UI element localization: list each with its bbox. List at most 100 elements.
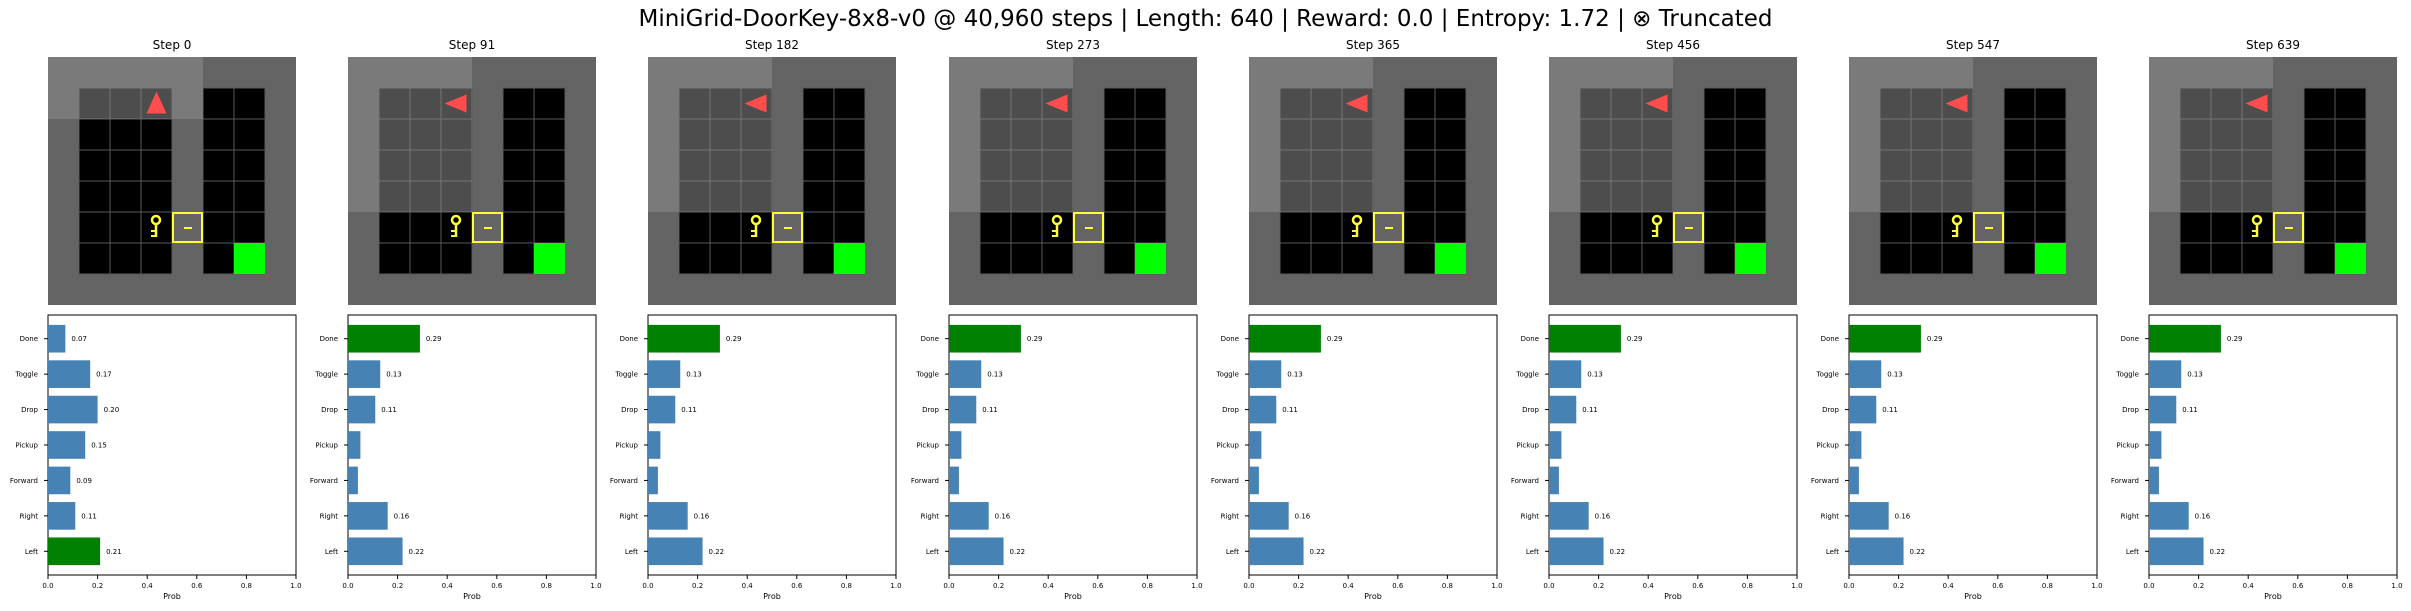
triangle-agent-icon: [1345, 94, 1368, 113]
floor-cell: [1041, 242, 1074, 275]
category-label: Toggle: [614, 371, 638, 379]
x-tick-label: 0.2: [92, 582, 103, 590]
triangle-agent-icon: [444, 94, 467, 113]
floor-cell: [1403, 211, 1436, 244]
bar-done: [1549, 324, 1621, 353]
value-label: 0.13: [386, 371, 402, 379]
floor-cell: [202, 149, 235, 182]
floor-cell: [202, 118, 235, 151]
floor-cell: [1641, 242, 1674, 275]
category-label: Right: [20, 512, 39, 520]
x-tick-label: 0.8: [2042, 582, 2053, 590]
key-icon: [450, 214, 462, 237]
value-label: 0.17: [96, 371, 112, 379]
x-tick-label: 0.0: [642, 582, 653, 590]
goal-square-icon: [1135, 243, 1166, 274]
step-title: Step 273: [1046, 38, 1100, 52]
floor-cell: [2303, 180, 2336, 213]
triangle-agent-icon: [744, 94, 767, 113]
value-label: 0.11: [1882, 406, 1898, 414]
value-label: 0.16: [394, 512, 410, 520]
bar-forward: [348, 466, 358, 495]
x-tick-label: 0.6: [1692, 582, 1704, 590]
floor-cell: [1134, 211, 1167, 244]
x-tick-label: 0.0: [2143, 582, 2154, 590]
category-label: Left: [1826, 548, 1839, 556]
bar-left: [2149, 537, 2204, 566]
floor-cell: [802, 118, 835, 151]
floor-cell: [1941, 242, 1974, 275]
bar-done: [2149, 324, 2221, 353]
floor-cell: [1703, 211, 1736, 244]
category-label: Drop: [1222, 406, 1239, 414]
floor-cell: [202, 87, 235, 120]
category-label: Forward: [1811, 477, 1839, 485]
x-tick-label: 0.6: [191, 582, 203, 590]
category-label: Done: [1221, 335, 1239, 343]
value-label: 0.20: [104, 406, 120, 414]
floor-cell: [979, 211, 1012, 244]
floor-cell: [2034, 87, 2067, 120]
floor-cell: [2303, 211, 2336, 244]
floor-cell: [1134, 180, 1167, 213]
x-tick-label: 0.4: [442, 582, 454, 590]
value-label: 0.22: [1610, 548, 1626, 556]
panel-3: Step 273 Done 0.29 Toggle 0.13 Drop 0.11 Pickup…: [911, 38, 1203, 601]
floor-cell: [533, 87, 566, 120]
x-tick-label: 0.0: [943, 582, 954, 590]
x-tick-label: 0.2: [1893, 582, 1904, 590]
x-tick-label: 0.2: [692, 582, 703, 590]
x-axis-label: Prob: [1964, 592, 1982, 601]
minigrid-frame: [1549, 57, 1797, 305]
action-prob-chart: Done 0.29 Toggle 0.13 Drop 0.11 Pickup Forward R…: [1511, 314, 1803, 601]
value-label: 0.11: [81, 512, 97, 520]
floor-cell: [1403, 87, 1436, 120]
key-icon: [750, 214, 762, 237]
minigrid-frame: [949, 57, 1197, 305]
category-label: Toggle: [2115, 371, 2139, 379]
bar-left: [48, 537, 101, 566]
bar-right: [48, 502, 76, 530]
step-title: Step 639: [2246, 38, 2300, 52]
floor-cell: [1134, 118, 1167, 151]
x-tick-label: 0.2: [1293, 582, 1304, 590]
floor-cell: [1434, 149, 1467, 182]
floor-cell: [78, 180, 111, 213]
value-label: 0.11: [381, 406, 397, 414]
plot-frame: [647, 314, 897, 576]
category-label: Left: [1526, 548, 1539, 556]
category-label: Done: [320, 335, 338, 343]
bar-toggle: [1849, 360, 1882, 388]
floor-cell: [1341, 242, 1374, 275]
bar-forward: [48, 466, 71, 495]
category-label: Pickup: [1216, 442, 1239, 450]
floor-cell: [802, 149, 835, 182]
x-tick-label: 0.4: [1943, 582, 1955, 590]
bar-right: [348, 502, 388, 530]
bar-right: [1849, 502, 1889, 530]
floor-cell: [440, 242, 473, 275]
floor-cell: [140, 118, 173, 151]
floor-cell: [2034, 118, 2067, 151]
category-label: Drop: [2122, 406, 2139, 414]
floor-cell: [109, 180, 142, 213]
category-label: Right: [620, 512, 639, 520]
bar-pickup: [48, 431, 86, 459]
bar-left: [348, 537, 403, 566]
bar-drop: [2149, 395, 2177, 424]
bar-pickup: [1849, 431, 1862, 459]
bar-toggle: [48, 360, 91, 388]
value-label: 0.22: [709, 548, 725, 556]
goal-square-icon: [834, 243, 865, 274]
value-label: 0.16: [1595, 512, 1611, 520]
floor-cell: [1703, 242, 1736, 275]
panel-0: Step 0 Done 0.07 Toggle 0.17 Drop 0.20 Pickup 0.…: [10, 38, 302, 601]
bar-pickup: [2149, 431, 2162, 459]
x-tick-label: 0.4: [742, 582, 754, 590]
action-prob-chart: Done 0.29 Toggle 0.13 Drop 0.11 Pickup Forward R…: [2111, 314, 2403, 601]
bar-right: [949, 502, 989, 530]
floor-cell: [409, 211, 442, 244]
floor-cell: [78, 118, 111, 151]
triangle-agent-icon: [146, 91, 167, 114]
step-title: Step 456: [1646, 38, 1700, 52]
